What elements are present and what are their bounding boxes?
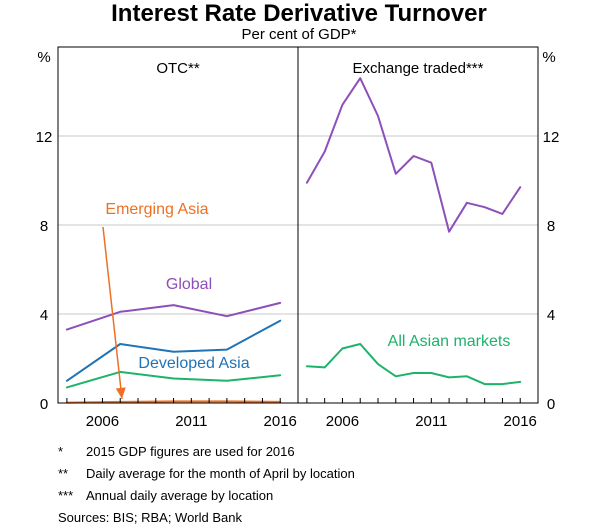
- series-layer: [65, 77, 522, 404]
- footnote-2-mark: **: [58, 466, 69, 481]
- left-unit-label: %: [37, 49, 50, 66]
- xtick-label-p1-0: 2006: [326, 413, 359, 430]
- series-line-p0-1: [65, 319, 282, 382]
- ytick-label-left-3: 12: [36, 129, 53, 146]
- footnote-1-text: 2015 GDP figures are used for 2016: [86, 444, 295, 459]
- footnote-2: ** Daily average for the month of April b…: [58, 466, 355, 482]
- footnote-3-text: Annual daily average by location: [86, 488, 274, 503]
- label-developed-asia: Developed Asia: [138, 355, 249, 372]
- chart-canvas: OTC** Exchange traded*** % % Emerging As…: [36, 46, 560, 430]
- label-all-asian-markets: All Asian markets: [388, 333, 511, 350]
- ytick-label-left-2: 8: [40, 218, 48, 235]
- xtick-label-p0-0: 2006: [86, 413, 119, 430]
- right-unit-label: %: [542, 49, 555, 66]
- footnote-3-mark: ***: [58, 488, 74, 503]
- ytick-label-right-2: 8: [547, 218, 555, 235]
- ytick-label-left-1: 4: [40, 307, 48, 324]
- ytick-label-right-0: 0: [547, 396, 555, 413]
- chart-title: Interest Rate Derivative Turnover: [111, 0, 487, 27]
- label-emerging-asia: Emerging Asia: [105, 201, 208, 218]
- xtick-label-p0-1: 2011: [175, 413, 207, 430]
- label-global: Global: [166, 276, 212, 293]
- footnote-2-text: Daily average for the month of April by …: [86, 466, 355, 481]
- footnote-1-mark: *: [58, 444, 64, 459]
- footnote-3: *** Annual daily average by location: [58, 488, 273, 504]
- frame-layer: [57, 46, 539, 404]
- emerging-asia-arrow-shaft: [102, 226, 123, 399]
- series-line-p1-1: [305, 343, 522, 386]
- ytick-label-right-3: 12: [543, 129, 560, 146]
- xtick-label-p1-2: 2016: [504, 413, 537, 430]
- left-panel-title: OTC**: [156, 60, 200, 77]
- ytick-label-left-0: 0: [40, 396, 48, 413]
- text-layer: OTC** Exchange traded*** % % Emerging As…: [36, 49, 560, 430]
- xtick-label-p0-2: 2016: [264, 413, 297, 430]
- chart-subtitle: Per cent of GDP*: [241, 26, 357, 43]
- series-line-p1-0: [305, 77, 522, 233]
- xtick-label-p1-1: 2011: [415, 413, 447, 430]
- series-line-p0-2: [65, 370, 282, 389]
- grid-layer: [58, 135, 538, 315]
- footnote-1: * 2015 GDP figures are used for 2016: [58, 444, 295, 460]
- sources: Sources: BIS; RBA; World Bank: [58, 510, 242, 525]
- ytick-label-right-1: 4: [547, 307, 555, 324]
- series-line-p0-0: [65, 301, 282, 331]
- emerging-asia-arrow-head: [115, 387, 126, 399]
- right-panel-title: Exchange traded***: [353, 60, 484, 77]
